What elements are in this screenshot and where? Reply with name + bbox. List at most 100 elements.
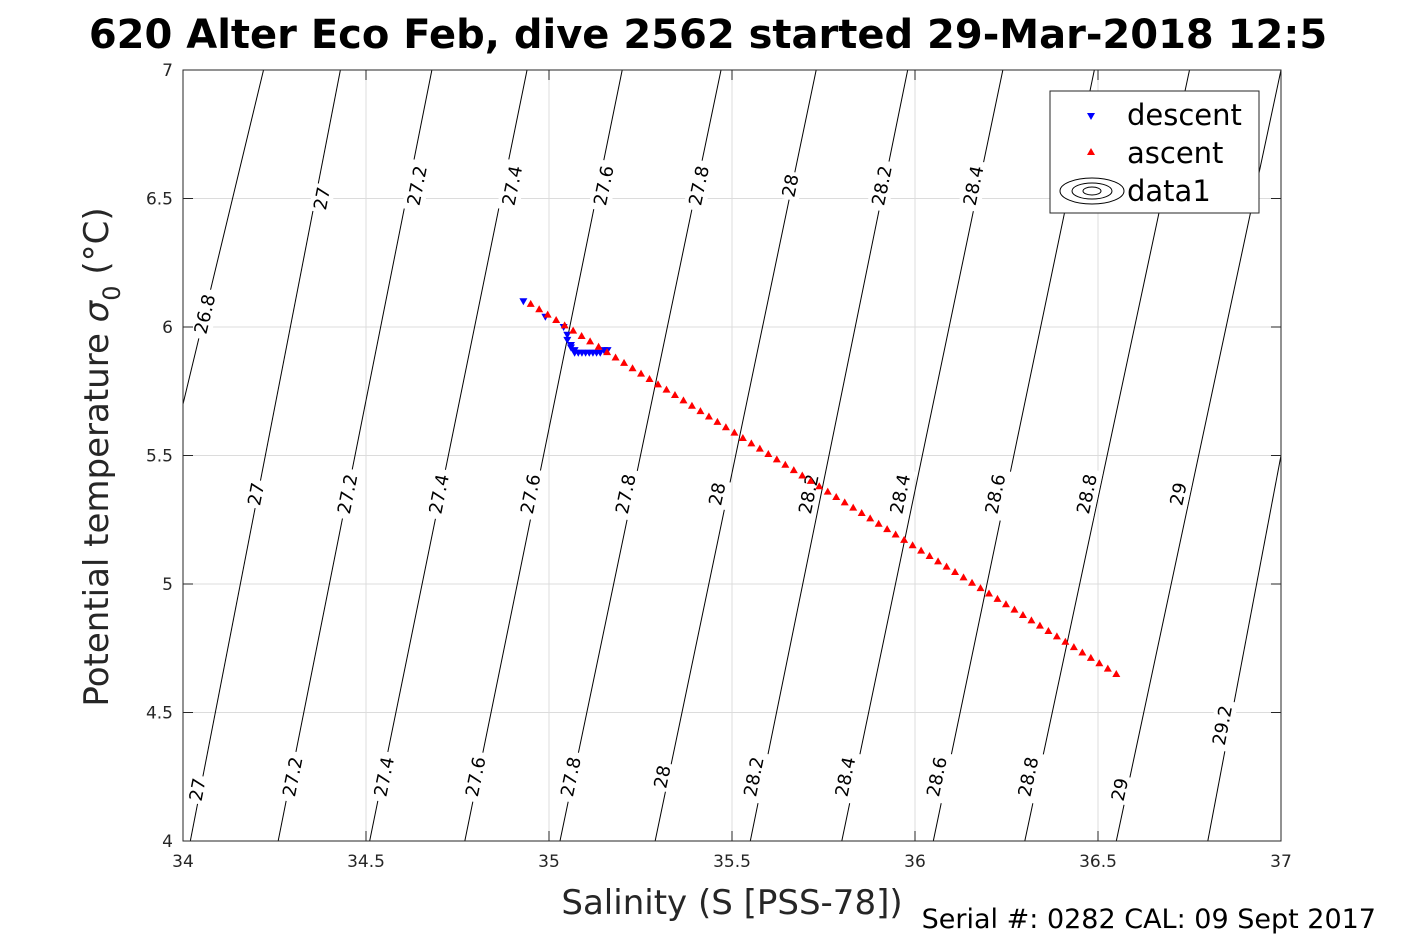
- contour-label-background: [1164, 478, 1193, 511]
- y-axis-label-text: Potential temperature: [77, 322, 117, 706]
- ascent-point: [1103, 664, 1112, 672]
- x-tick-label: 35: [538, 852, 560, 872]
- contour-label-background: [1071, 467, 1103, 521]
- ascent-point: [1044, 627, 1053, 635]
- ascent-point: [815, 482, 824, 490]
- contour-label-group: 27: [308, 182, 336, 215]
- contour-label-background: [957, 158, 990, 213]
- legend-ascent-label: ascent: [1127, 136, 1223, 170]
- ascent-point: [866, 514, 875, 522]
- ascent-point: [823, 487, 832, 495]
- ascent-point: [1078, 648, 1087, 656]
- y-axis-label-unit: (°C): [77, 207, 117, 285]
- ascent-point: [679, 396, 688, 404]
- contour-label-background: [609, 467, 642, 521]
- ascent-point: [925, 551, 934, 559]
- ascent-point: [883, 525, 892, 533]
- contour-label-group: 29: [1164, 478, 1193, 511]
- contour-label-background: [555, 750, 587, 804]
- ascent-point: [1001, 600, 1010, 608]
- contour-label-background: [277, 750, 309, 804]
- contour-label-background: [242, 478, 270, 510]
- ascent-point: [1061, 637, 1070, 645]
- contour-label-background: [776, 169, 805, 202]
- ascent-point: [560, 321, 569, 329]
- ascent-point: [968, 578, 977, 586]
- y-tick-label: 7: [162, 61, 173, 81]
- ascent-point: [611, 353, 620, 361]
- y-tick-label: 4: [162, 832, 173, 852]
- ascent-point: [1086, 653, 1095, 661]
- contour-label-background: [1206, 698, 1238, 752]
- ascent-point: [628, 364, 637, 372]
- ascent-point: [594, 342, 603, 350]
- ascent-point: [1069, 643, 1078, 651]
- contour-label-background: [738, 750, 770, 804]
- contour-label-background: [793, 467, 825, 521]
- contour-label-background: [979, 467, 1012, 521]
- ascent-point: [569, 326, 578, 334]
- ascent-point: [1112, 669, 1121, 677]
- contour-label-group: 28.8: [1071, 467, 1103, 521]
- contour-line: [1207, 455, 1281, 841]
- y-axis-label-subscript: 0: [98, 285, 126, 300]
- ascent-point: [840, 498, 849, 506]
- contour-label-group: 27: [242, 478, 270, 510]
- x-axis-label: Salinity (S [PSS-78]): [561, 883, 902, 923]
- ascent-point: [755, 444, 764, 452]
- ascent-point: [1095, 659, 1104, 667]
- ascent-point: [764, 450, 773, 458]
- descent-point: [596, 349, 605, 357]
- contour-label-background: [1106, 773, 1134, 806]
- ascent-point: [993, 594, 1002, 602]
- contour-label: 29: [1108, 776, 1133, 803]
- ascent-point: [891, 530, 900, 538]
- ascent-point: [543, 310, 552, 318]
- ascent-point: [984, 589, 993, 597]
- y-tick-label: 5: [162, 575, 173, 595]
- serial-calibration-note: Serial #: 0282 CAL: 09 Sept 2017: [922, 904, 1376, 935]
- contour-label-background: [368, 750, 401, 804]
- density-contour-labels: 26.827272727.227.227.227.427.427.427.627…: [184, 158, 1238, 806]
- contour-label: 27: [310, 185, 335, 211]
- ascent-point: [772, 455, 781, 463]
- contour-label-background: [308, 182, 336, 215]
- ascent-point: [577, 332, 586, 340]
- contour-label: 28: [705, 481, 730, 508]
- contour-label-background: [588, 158, 620, 213]
- ascent-point: [586, 337, 595, 345]
- ascent-point: [535, 305, 544, 313]
- legend-descent-marker: [1087, 113, 1095, 120]
- contour-label-group: 27: [184, 773, 212, 806]
- y-tick-label: 4.5: [146, 704, 173, 724]
- ascent-point: [747, 439, 756, 447]
- contour-line: [183, 70, 265, 405]
- ascent-point: [704, 412, 713, 420]
- ascent-point: [908, 541, 917, 549]
- contour-label-background: [921, 750, 953, 804]
- contour-label-background: [332, 467, 364, 521]
- legend-ascent-marker: [1087, 148, 1095, 155]
- y-tick-label: 5.5: [146, 447, 173, 467]
- ascent-point: [637, 369, 646, 377]
- contour-label-group: 28: [648, 760, 677, 793]
- ascent-point: [662, 385, 671, 393]
- contour-label-background: [829, 750, 862, 804]
- contour-label-group: 29: [1106, 773, 1134, 806]
- contour-label: 28: [778, 172, 803, 199]
- ascent-point: [1027, 616, 1036, 624]
- contour-label: 28: [650, 763, 675, 790]
- ascent-point: [917, 546, 926, 554]
- ascent-point: [951, 568, 960, 576]
- ascent-point: [645, 374, 654, 382]
- ascent-point: [687, 401, 696, 409]
- ascent-point: [1052, 632, 1061, 640]
- x-tick-label: 34.5: [347, 852, 385, 872]
- ascent-point: [1010, 605, 1019, 613]
- contour-label-background: [423, 467, 455, 521]
- ascent-point: [713, 417, 722, 425]
- ascent-point: [857, 509, 866, 517]
- contour-label-background: [703, 478, 731, 511]
- ascent-point: [730, 428, 739, 436]
- x-tick-label: 36: [904, 852, 926, 872]
